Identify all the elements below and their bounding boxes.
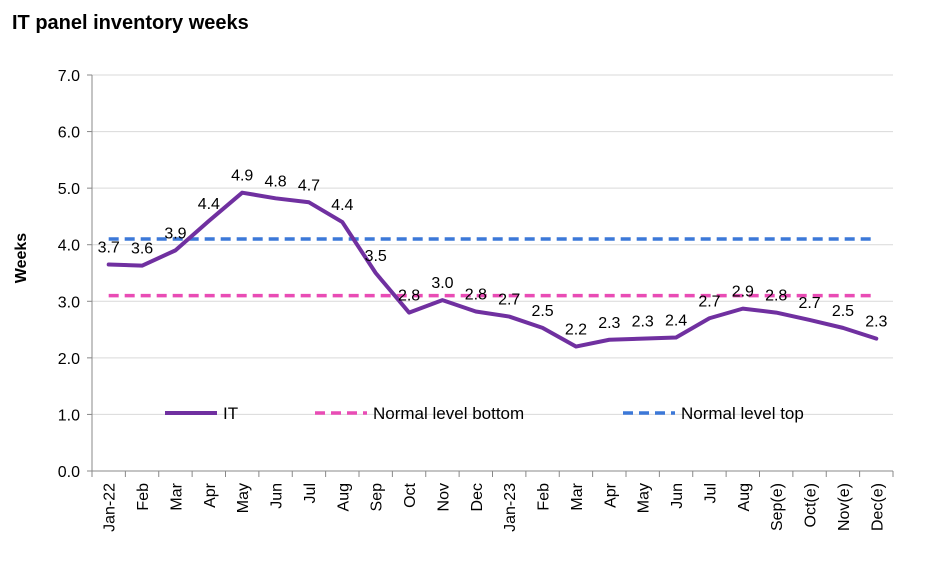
x-tick-label: Aug bbox=[736, 483, 753, 511]
data-label: 2.3 bbox=[598, 315, 620, 332]
x-tick-label: Apr bbox=[202, 482, 219, 508]
x-tick-label: Nov(e) bbox=[836, 483, 853, 531]
x-tick-label: Sep(e) bbox=[769, 483, 786, 531]
data-label: 2.5 bbox=[531, 303, 553, 320]
x-tick-label: Dec(e) bbox=[869, 483, 886, 531]
x-tick-label: Aug bbox=[335, 483, 352, 511]
y-tick-label: 0.0 bbox=[58, 464, 80, 481]
y-tick-label: 6.0 bbox=[58, 125, 80, 142]
data-label: 3.6 bbox=[131, 241, 153, 258]
y-tick-labels: 0.0 1.0 2.0 3.0 4.0 5.0 6.0 7.0 bbox=[58, 68, 80, 481]
data-label: 2.7 bbox=[798, 295, 820, 312]
axes bbox=[87, 74, 894, 477]
legend-label: Normal level bottom bbox=[373, 404, 524, 423]
x-tick-label: May bbox=[235, 483, 252, 513]
x-tick-label: Oct(e) bbox=[803, 483, 820, 527]
x-tick-label: Jan-22 bbox=[102, 483, 119, 532]
data-label: 3.9 bbox=[164, 225, 186, 242]
data-label: 3.0 bbox=[431, 275, 453, 292]
x-tick-label: Jul bbox=[702, 483, 719, 503]
legend: IT Normal level bottom Normal level top bbox=[165, 404, 804, 423]
data-label: 3.7 bbox=[98, 240, 120, 257]
x-tick-labels: Jan-22 Feb Mar Apr May Jun Jul Aug Sep Oct Nov Dec J… bbox=[102, 482, 887, 532]
data-label: 2.8 bbox=[465, 286, 487, 303]
data-label: 2.8 bbox=[765, 288, 787, 305]
chart-title: IT panel inventory weeks bbox=[12, 12, 249, 34]
y-axis-title: Weeks bbox=[13, 233, 30, 284]
data-label: 4.7 bbox=[298, 177, 320, 194]
y-tick-label: 4.0 bbox=[58, 238, 80, 255]
x-tick-label: Jul bbox=[302, 483, 319, 503]
x-tick-label: Jun bbox=[669, 483, 686, 509]
x-tick-label: Dec bbox=[469, 483, 486, 511]
data-label: 4.4 bbox=[198, 196, 220, 213]
series-line-0 bbox=[106, 190, 879, 349]
data-label: 2.9 bbox=[732, 284, 754, 301]
data-label: 2.3 bbox=[632, 314, 654, 331]
x-tick-label: Oct bbox=[402, 482, 419, 507]
series-lines bbox=[106, 190, 879, 349]
legend-label: Normal level top bbox=[681, 404, 804, 423]
y-tick-label: 3.0 bbox=[58, 294, 80, 311]
data-label: 2.7 bbox=[698, 293, 720, 310]
data-label: 2.3 bbox=[865, 314, 887, 331]
y-tick-label: 7.0 bbox=[58, 68, 80, 85]
data-label: 4.8 bbox=[264, 173, 286, 190]
data-label: 2.5 bbox=[832, 303, 854, 320]
x-tick-label: Jan-23 bbox=[502, 483, 519, 532]
gridlines bbox=[92, 74, 893, 415]
x-tick-label: Nov bbox=[435, 483, 452, 511]
y-tick-label: 5.0 bbox=[58, 181, 80, 198]
legend-label: IT bbox=[223, 404, 238, 423]
x-tick-label: Feb bbox=[135, 483, 152, 511]
x-tick-label: Jun bbox=[269, 483, 286, 509]
y-tick-label: 2.0 bbox=[58, 351, 80, 368]
x-tick-label: May bbox=[636, 483, 653, 513]
data-labels: 3.7 3.6 3.9 4.4 4.9 4.8 4.7 4.4 3.5 2.8 3.0 2.8 2.7 2… bbox=[98, 168, 888, 339]
x-tick-label: Feb bbox=[536, 483, 553, 511]
data-label: 4.4 bbox=[331, 197, 353, 214]
data-label: 4.9 bbox=[231, 168, 253, 185]
x-tick-label: Mar bbox=[168, 482, 185, 510]
data-label: 2.4 bbox=[665, 312, 687, 329]
data-label: 2.2 bbox=[565, 322, 587, 339]
x-tick-label: Apr bbox=[602, 482, 619, 508]
data-label: 3.5 bbox=[365, 248, 387, 265]
x-tick-label: Mar bbox=[569, 482, 586, 510]
x-tick-label: Sep bbox=[369, 483, 386, 512]
data-label: 2.8 bbox=[398, 288, 420, 305]
data-label: 2.7 bbox=[498, 292, 520, 309]
y-tick-label: 1.0 bbox=[58, 407, 80, 424]
